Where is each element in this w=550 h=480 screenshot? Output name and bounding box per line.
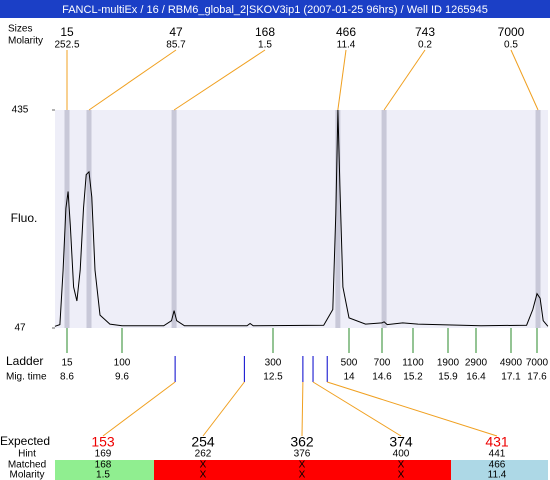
peak-molarity: 252.5	[54, 40, 79, 51]
ladder-time: 17.6	[527, 372, 547, 383]
ladder-time: 14	[343, 372, 355, 383]
matched-cell	[253, 460, 352, 480]
peak-connector	[173, 49, 266, 111]
matched-molarity: X	[398, 470, 405, 480]
hint-value: 441	[489, 449, 506, 460]
ladder-time: 14.6	[372, 372, 392, 383]
ladder-size: 500	[341, 358, 358, 369]
expected-value: 254	[191, 434, 215, 450]
peak-size: 168	[255, 25, 275, 39]
matched-molarity: 11.4	[488, 470, 507, 480]
peaks-size-label: Sizes	[8, 24, 32, 35]
peak-band	[64, 110, 70, 328]
peak-connector	[510, 49, 539, 111]
plot-area	[55, 110, 548, 328]
matched-molarity: X	[200, 470, 207, 480]
ladder-time: 12.5	[263, 372, 283, 383]
matched-cell	[352, 460, 451, 480]
peak-band	[335, 110, 341, 328]
y-axis-label: Fluo.	[11, 211, 38, 225]
peak-molarity: 1.5	[258, 40, 272, 51]
hint-value: 400	[393, 449, 410, 460]
peak-band	[535, 110, 541, 328]
ladder-time: 17.1	[501, 372, 521, 383]
ladder-label: Ladder	[6, 354, 43, 368]
ladder-size: 4900	[500, 358, 523, 369]
ladder-time: 15.9	[438, 372, 458, 383]
matched-value: 466	[489, 460, 506, 471]
molarity-label: Molarity	[9, 470, 44, 480]
ladder-size: 2900	[465, 358, 488, 369]
matched-value: X	[398, 460, 405, 471]
peak-band	[171, 110, 177, 328]
matched-value: X	[299, 460, 306, 471]
y-tick-label: 435	[12, 105, 29, 116]
expected-connector	[202, 381, 245, 437]
matched-cell	[154, 460, 253, 480]
peak-band	[381, 110, 387, 328]
title-bar	[0, 0, 550, 18]
ladder-size: 15	[61, 358, 73, 369]
ladder-size: 1100	[402, 358, 424, 369]
matched-molarity: X	[299, 470, 306, 480]
expected-value: 153	[91, 434, 115, 450]
matched-cell	[451, 460, 548, 480]
hint-value: 376	[294, 449, 311, 460]
peak-size: 743	[415, 25, 435, 39]
expected-connector	[312, 381, 402, 437]
peak-size: 15	[60, 25, 74, 39]
ladder-time: 16.4	[466, 372, 486, 383]
peak-molarity: 11.4	[337, 40, 356, 51]
hint-label: Hint	[18, 449, 36, 460]
matched-value: X	[200, 460, 207, 471]
hint-value: 262	[195, 449, 212, 460]
expected-value: 362	[290, 434, 314, 450]
expected-connector	[327, 381, 498, 437]
peak-molarity: 85.7	[166, 40, 186, 51]
ladder-time: 8.6	[60, 372, 74, 383]
peak-size: 466	[336, 25, 356, 39]
ladder-size: 300	[265, 358, 282, 369]
peak-size: 47	[169, 25, 183, 39]
ladder-time: 9.6	[115, 372, 129, 383]
ladder-size: 100	[114, 358, 131, 369]
ladder-time: 15.2	[403, 372, 423, 383]
peak-connector	[337, 49, 347, 111]
peak-size: 7000	[498, 25, 525, 39]
expected-value: 431	[485, 434, 509, 450]
expected-value: 374	[389, 434, 413, 450]
y-tick-label: 47	[14, 323, 26, 334]
matched-cell	[55, 460, 154, 480]
ladder-size: 700	[374, 358, 391, 369]
ladder-size: 1900	[437, 358, 460, 369]
peak-molarity: 0.2	[418, 40, 432, 51]
expected-connector	[102, 381, 176, 437]
trace	[54, 109, 549, 327]
peak-molarity: 0.5	[504, 40, 518, 51]
matched-molarity: 1.5	[96, 470, 110, 480]
peak-band	[86, 110, 92, 328]
peak-connector	[383, 49, 426, 111]
ladder-size: 7000	[526, 358, 549, 369]
mig-time-label: Mig. time	[6, 372, 47, 383]
peak-connector	[88, 49, 177, 111]
hint-value: 169	[95, 449, 112, 460]
expected-connector	[301, 381, 304, 437]
peaks-molarity-label: Molarity	[8, 36, 43, 47]
chart-title: FANCL-multiEx / 16 / RBM6_global_2|SKOV3…	[62, 4, 488, 16]
expected-label: Expected	[0, 434, 50, 448]
matched-value: 168	[95, 460, 112, 471]
matched-label: Matched	[8, 460, 46, 471]
